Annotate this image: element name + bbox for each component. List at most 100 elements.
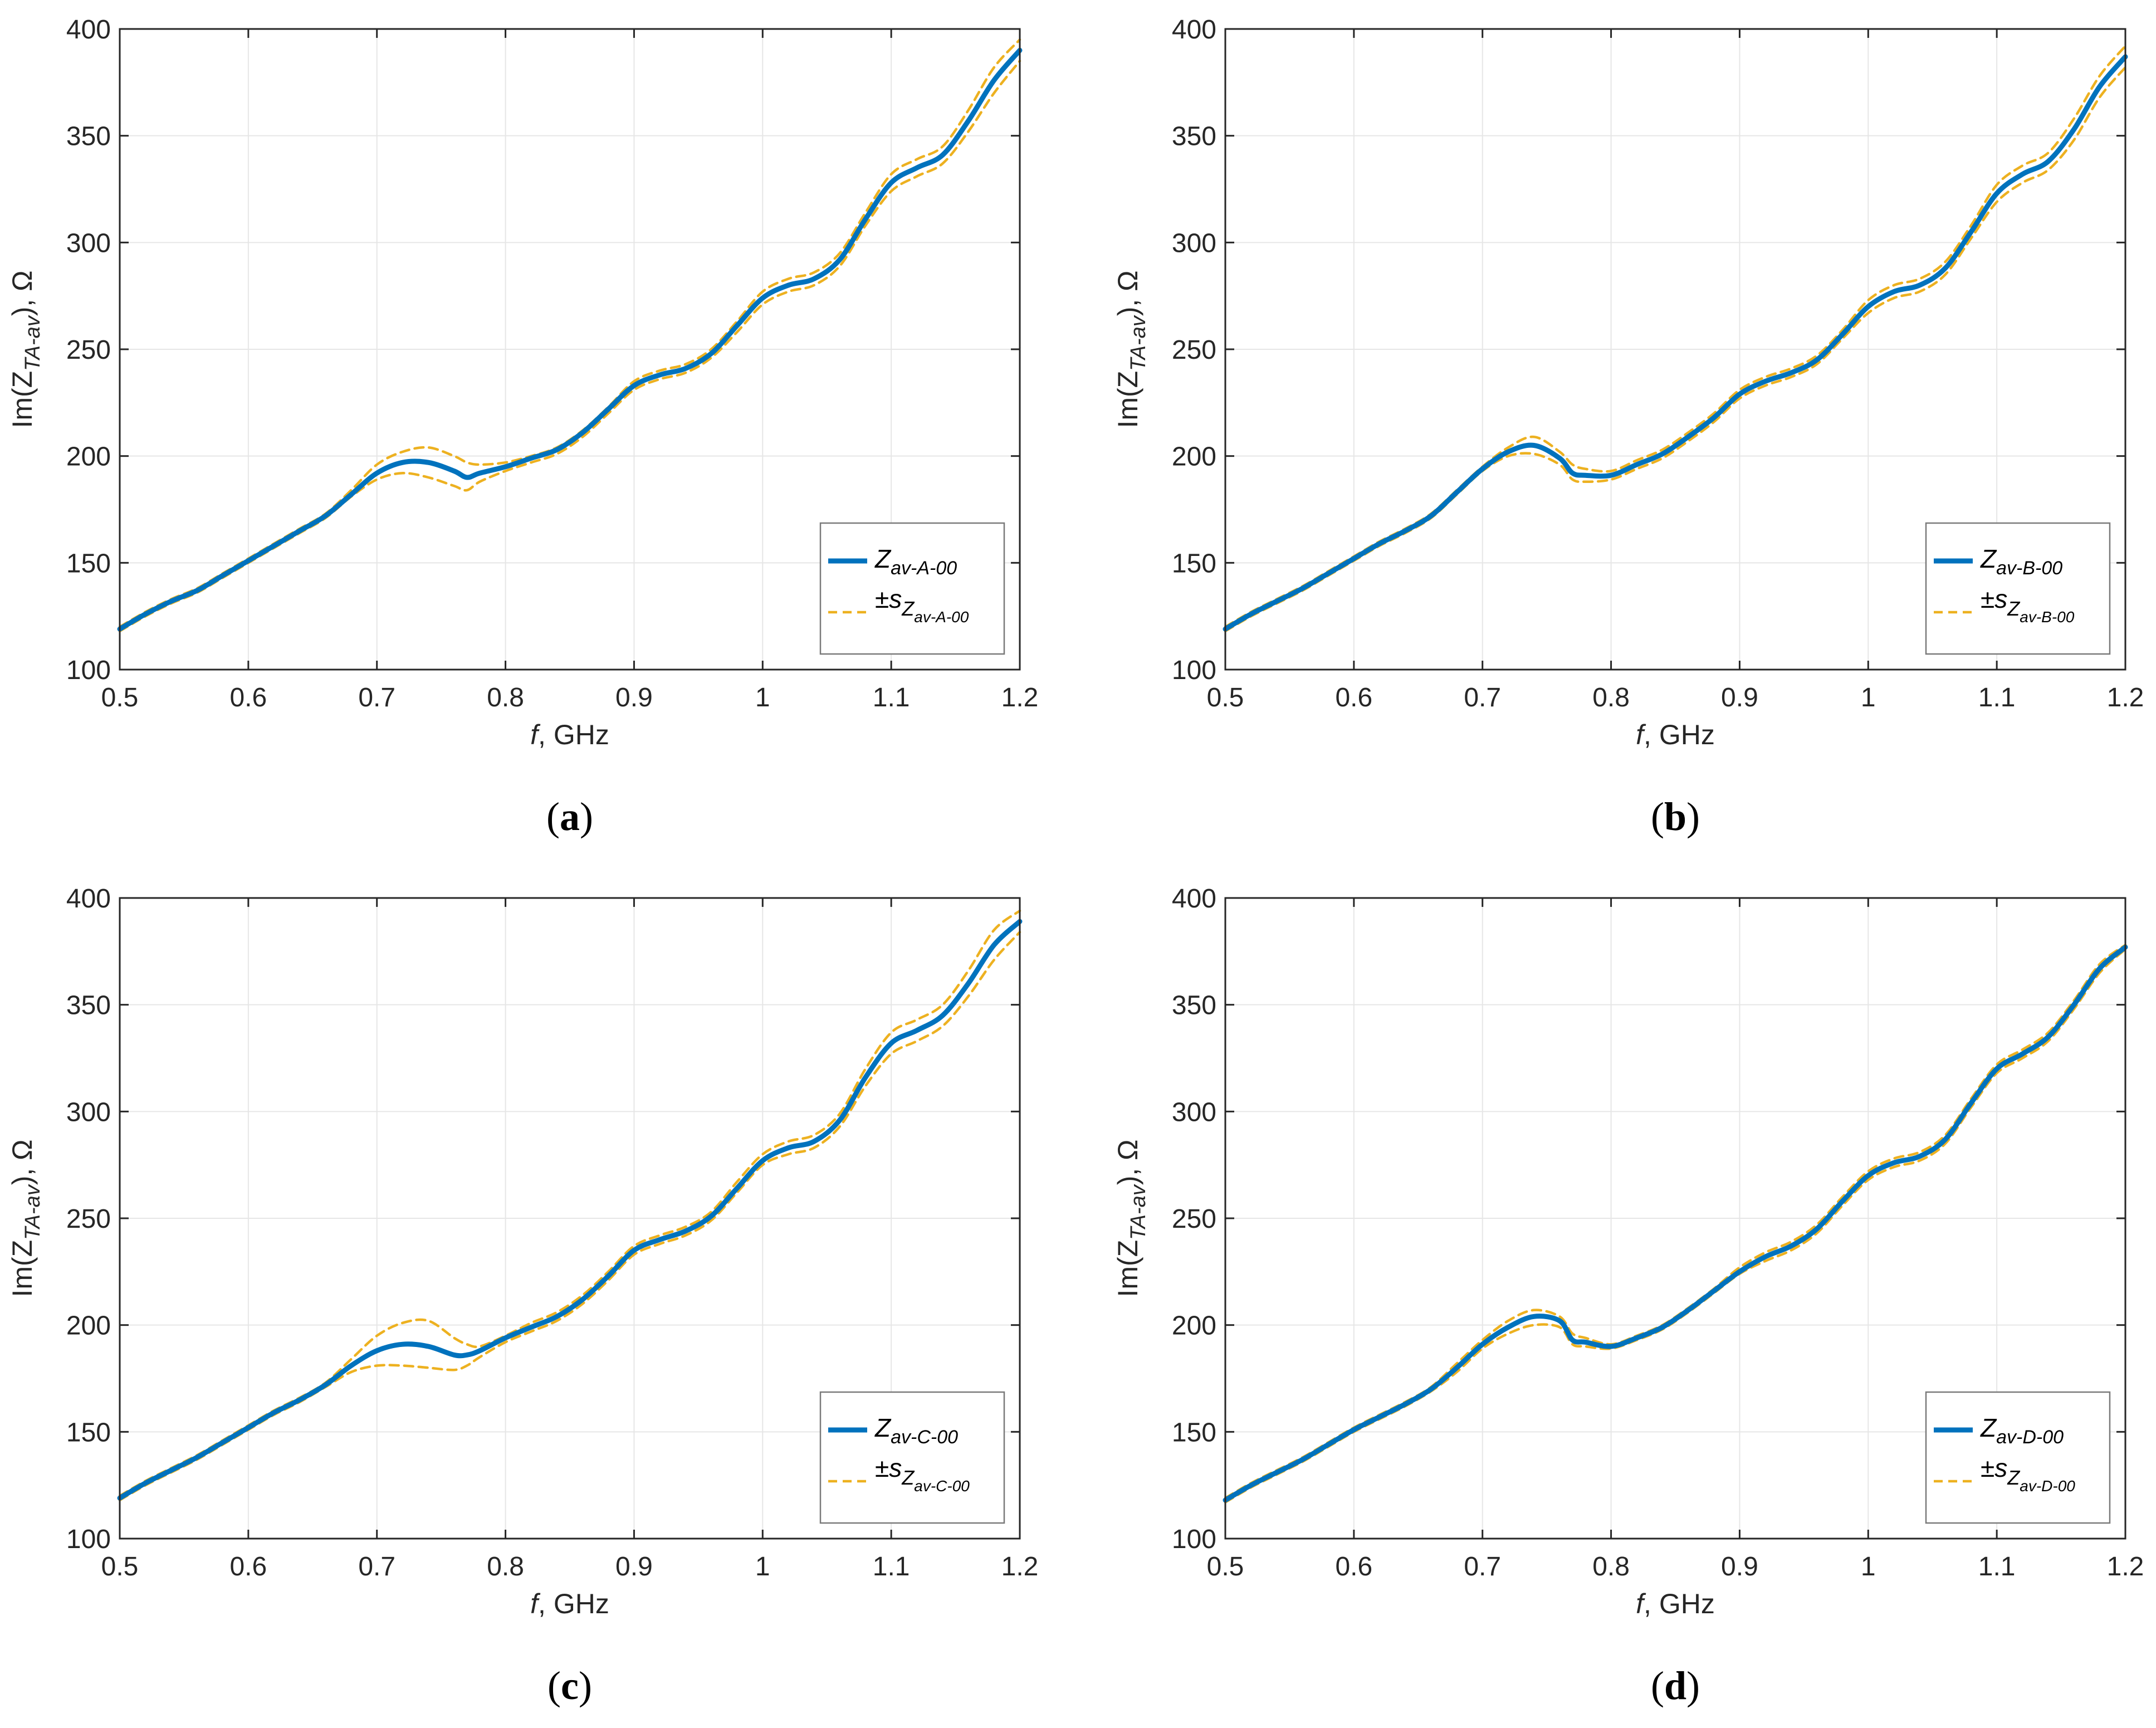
series-line-mean — [117, 47, 1023, 632]
x-tick-label: 0.6 — [1335, 683, 1372, 712]
panel-caption-letter: b — [1664, 794, 1686, 839]
y-tick-label: 400 — [1172, 884, 1216, 914]
x-tick-label: 1.2 — [2107, 683, 2144, 712]
y-axis-label-suffix: ), Ω — [1112, 270, 1143, 316]
legend-std-symbol: ±s — [1981, 1453, 2007, 1482]
y-axis-label-prefix: Im(Z — [7, 1240, 38, 1297]
y-tick-label: 100 — [66, 1525, 111, 1554]
x-tick-label: 0.7 — [1464, 683, 1501, 712]
x-tick-label: 1.1 — [1978, 1552, 2016, 1581]
legend-std-symbol: ±s — [1981, 584, 2007, 613]
x-tick-label: 0.9 — [615, 1552, 653, 1581]
y-tick-label: 400 — [1172, 15, 1216, 45]
x-axis-label-unit: , GHz — [538, 719, 609, 750]
legend-std-subsubscript: av-A-00 — [914, 608, 969, 626]
y-tick-label: 400 — [66, 884, 111, 914]
y-tick-label: 150 — [66, 549, 111, 578]
y-axis-label: Im(ZTA-av), Ω — [7, 270, 45, 428]
x-tick-label: 1.2 — [1001, 683, 1039, 712]
legend-std-symbol: ±s — [875, 1453, 902, 1482]
x-axis-label-unit: , GHz — [1644, 719, 1715, 750]
x-tick-label: 1.1 — [1978, 683, 2016, 712]
x-tick-label: 0.6 — [1335, 1552, 1372, 1581]
x-tick-label: 0.8 — [487, 1552, 524, 1581]
x-tick-label: 1 — [1861, 1552, 1876, 1581]
y-tick-label: 350 — [66, 122, 111, 152]
legend-mean-symbol: Z — [1980, 544, 1997, 573]
x-tick-label: 0.9 — [1721, 683, 1758, 712]
y-tick-label: 350 — [1172, 991, 1216, 1021]
y-axis-label: Im(ZTA-av), Ω — [1112, 1139, 1150, 1297]
chart-panel-b: 0.5 0.6 0.7 0.8 0.9 1 1.1 1.2 100 150 200 250 300 350… — [1112, 15, 2144, 839]
panel-caption-letter: c — [561, 1663, 579, 1708]
legend-mean-symbol: Z — [874, 1413, 892, 1442]
y-tick-label: 400 — [66, 15, 111, 45]
y-axis-label-subscript: TA-av — [21, 315, 45, 371]
legend-mean-symbol: Z — [874, 544, 892, 573]
x-tick-label: 0.5 — [101, 1552, 139, 1581]
y-tick-label: 300 — [1172, 1097, 1216, 1127]
x-tick-label: 0.8 — [1592, 1552, 1630, 1581]
legend-mean-subscript: av-D-00 — [1996, 1427, 2064, 1448]
legend-mean-subscript: av-B-00 — [1996, 558, 2062, 579]
legend-std-subscript: Z — [901, 597, 915, 620]
x-tick-label: 1.1 — [873, 683, 910, 712]
x-axis-label: f, GHz — [1636, 1588, 1715, 1619]
y-axis-label-suffix: ), Ω — [7, 1139, 38, 1185]
chart-panel-d: 0.5 0.6 0.7 0.8 0.9 1 1.1 1.2 100 150 200 250 300 350… — [1112, 884, 2144, 1708]
legend-label-std: ±sZav-D-00 — [1981, 1453, 2075, 1495]
legend-box — [819, 522, 1005, 655]
y-tick-label: 350 — [66, 991, 111, 1021]
legend-std-subscript: Z — [2007, 1466, 2020, 1489]
legend-std-subsubscript: av-C-00 — [914, 1477, 970, 1495]
x-tick-label: 0.5 — [101, 683, 139, 712]
panel-caption: (c) — [547, 1663, 592, 1708]
x-axis-label-unit: , GHz — [538, 1588, 609, 1619]
x-tick-label: 0.7 — [1464, 1552, 1501, 1581]
y-tick-label: 250 — [66, 335, 111, 365]
x-tick-label: 0.8 — [1592, 683, 1630, 712]
panel-caption: (a) — [546, 794, 593, 839]
panel-caption-letter: d — [1664, 1663, 1686, 1708]
legend-label-mean: Zav-D-00 — [1980, 1413, 2064, 1448]
x-tick-label: 1.2 — [1001, 1552, 1039, 1581]
x-tick-label: 1 — [755, 1552, 770, 1581]
y-tick-label: 250 — [1172, 1204, 1216, 1234]
x-tick-label: 0.5 — [1207, 1552, 1244, 1581]
x-tick-label: 1.2 — [2107, 1552, 2144, 1581]
y-tick-label: 250 — [1172, 335, 1216, 365]
series-line-mean — [1223, 944, 2128, 1503]
legend-label-std: ±sZav-A-00 — [875, 584, 969, 626]
chart-panel-c: 0.5 0.6 0.7 0.8 0.9 1 1.1 1.2 100 150 200 250 300 350… — [7, 884, 1038, 1708]
legend-label-std: ±sZav-B-00 — [1981, 584, 2075, 626]
legend-label-mean: Zav-C-00 — [874, 1413, 958, 1448]
x-tick-label: 1 — [755, 683, 770, 712]
series-line-mean — [117, 919, 1023, 1501]
y-tick-label: 150 — [1172, 549, 1216, 578]
legend-std-subscript: Z — [2007, 597, 2020, 620]
x-tick-label: 0.7 — [358, 1552, 395, 1581]
y-axis-label-prefix: Im(Z — [7, 371, 38, 428]
panel-caption: (b) — [1651, 794, 1700, 839]
y-axis-label-suffix: ), Ω — [1112, 1139, 1143, 1185]
y-axis-label-prefix: Im(Z — [1112, 371, 1143, 428]
y-tick-label: 200 — [66, 442, 111, 472]
legend-std-symbol: ±s — [875, 584, 902, 613]
y-axis-label-suffix: ), Ω — [7, 270, 38, 316]
x-tick-label: 0.6 — [229, 683, 267, 712]
x-axis-label-unit: , GHz — [1644, 1588, 1715, 1619]
y-axis-label-subscript: TA-av — [1127, 315, 1150, 371]
x-tick-label: 0.9 — [1721, 1552, 1758, 1581]
y-tick-label: 150 — [1172, 1418, 1216, 1447]
y-tick-label: 300 — [1172, 228, 1216, 258]
chart-panel-a: 0.5 0.6 0.7 0.8 0.9 1 1.1 1.2 100 150 200 250 300 350… — [7, 15, 1038, 839]
y-tick-label: 300 — [66, 228, 111, 258]
y-axis-label-subscript: TA-av — [21, 1184, 45, 1240]
legend-mean-subscript: av-C-00 — [891, 1427, 958, 1448]
x-axis-label: f, GHz — [530, 719, 609, 750]
y-axis-label-subscript: TA-av — [1127, 1184, 1150, 1240]
legend-box — [1925, 522, 2111, 655]
x-tick-label: 0.6 — [229, 1552, 267, 1581]
legend-box — [819, 1391, 1005, 1524]
